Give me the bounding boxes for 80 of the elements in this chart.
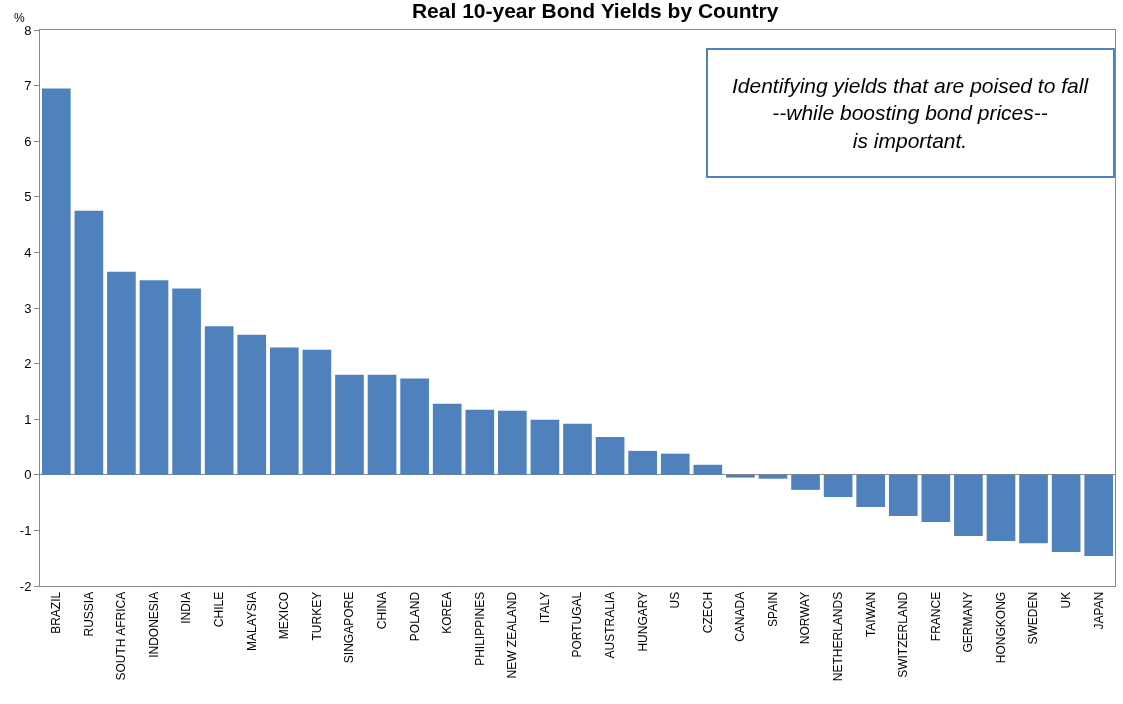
y-tick-label: 0 (24, 467, 32, 483)
x-tick-label: FRANCE (928, 591, 943, 642)
bar (302, 349, 332, 475)
bar (204, 326, 234, 475)
x-tick-label: PORTUGAL (570, 591, 585, 658)
bar (954, 474, 983, 536)
x-tick-label: SWEDEN (1026, 591, 1041, 645)
x-tick-label: US (668, 591, 683, 609)
x-tick-label: POLAND (407, 591, 422, 642)
bar (595, 436, 625, 475)
x-tick-label: CZECH (700, 591, 715, 634)
x-tick-label: GERMANY (961, 591, 976, 653)
bar (856, 474, 886, 508)
x-tick-label: NORWAY (798, 591, 813, 645)
y-tick-label: 1 (24, 411, 32, 427)
bar (628, 450, 657, 475)
x-tick-label: KOREA (440, 591, 455, 634)
x-tick-label: INDIA (179, 591, 194, 624)
x-tick-label: UK (1059, 591, 1074, 609)
bar (1019, 474, 1048, 544)
x-tick-label: PHILIPPINES (472, 591, 487, 666)
x-tick-label: SWITZERLAND (896, 591, 911, 678)
bar (400, 378, 429, 475)
x-tick-label: ITALY (537, 591, 552, 624)
bar (1051, 474, 1081, 553)
x-tick-label: JAPAN (1091, 591, 1106, 630)
x-tick-label: SINGAPORE (342, 591, 357, 664)
x-tick-label: MALAYSIA (244, 591, 259, 651)
y-tick-label: -2 (19, 578, 32, 594)
x-tick-label: AUSTRALIA (602, 591, 617, 659)
y-tick-label: 2 (24, 356, 32, 372)
bar (498, 410, 527, 475)
bar (823, 474, 853, 498)
x-tick-label: TAIWAN (863, 591, 878, 638)
bar (269, 347, 299, 475)
x-tick-label: INDONESIA (146, 591, 161, 658)
x-tick-label: NETHERLANDS (831, 591, 846, 682)
x-tick-label: CHILE (212, 591, 227, 628)
bar (726, 474, 755, 478)
chart-title: Real 10-year Bond Yields by Country (411, 0, 779, 23)
bar (74, 210, 104, 475)
bar (465, 409, 495, 475)
x-tick-label: CHINA (374, 591, 389, 630)
bar (432, 403, 462, 475)
x-tick-label: NEW ZEALAND (505, 591, 520, 679)
bar (237, 334, 267, 475)
y-tick-label: 8 (24, 22, 32, 38)
x-tick-label: SPAIN (765, 591, 780, 627)
y-axis-title: % (14, 11, 25, 25)
bar (660, 453, 690, 475)
bar (758, 474, 788, 479)
bar (41, 88, 71, 475)
x-tick-label: CANADA (733, 591, 748, 642)
y-tick-label: 4 (24, 244, 32, 260)
bar (530, 419, 560, 475)
x-tick-label: RUSSIA (81, 591, 96, 637)
bar (986, 474, 1016, 541)
y-tick-label: 6 (24, 133, 32, 149)
y-tick-label: 3 (24, 300, 32, 316)
bar (921, 474, 951, 523)
bar (693, 464, 723, 475)
y-tick-label: 5 (24, 189, 32, 205)
x-tick-label: MEXICO (277, 591, 292, 640)
x-tick-label: HUNGARY (635, 591, 650, 652)
y-tick-label: 7 (24, 78, 32, 94)
bar (335, 374, 364, 475)
bar (367, 374, 397, 475)
y-tick-label: -1 (19, 522, 32, 538)
x-tick-label: BRAZIL (49, 591, 64, 634)
x-tick-label: TURKEY (309, 591, 324, 641)
bar (563, 423, 592, 475)
bar (888, 474, 918, 516)
x-tick-label: SOUTH AFRICA (114, 591, 129, 681)
bar (791, 474, 820, 490)
bar (172, 288, 201, 475)
x-tick-label: HONGKONG (993, 591, 1008, 664)
bar (107, 271, 136, 475)
bar (1084, 474, 1114, 556)
annotation: Identifying yields that are poised to fall --while boosting bond prices-- is important. (732, 74, 1090, 152)
bar (139, 280, 169, 475)
